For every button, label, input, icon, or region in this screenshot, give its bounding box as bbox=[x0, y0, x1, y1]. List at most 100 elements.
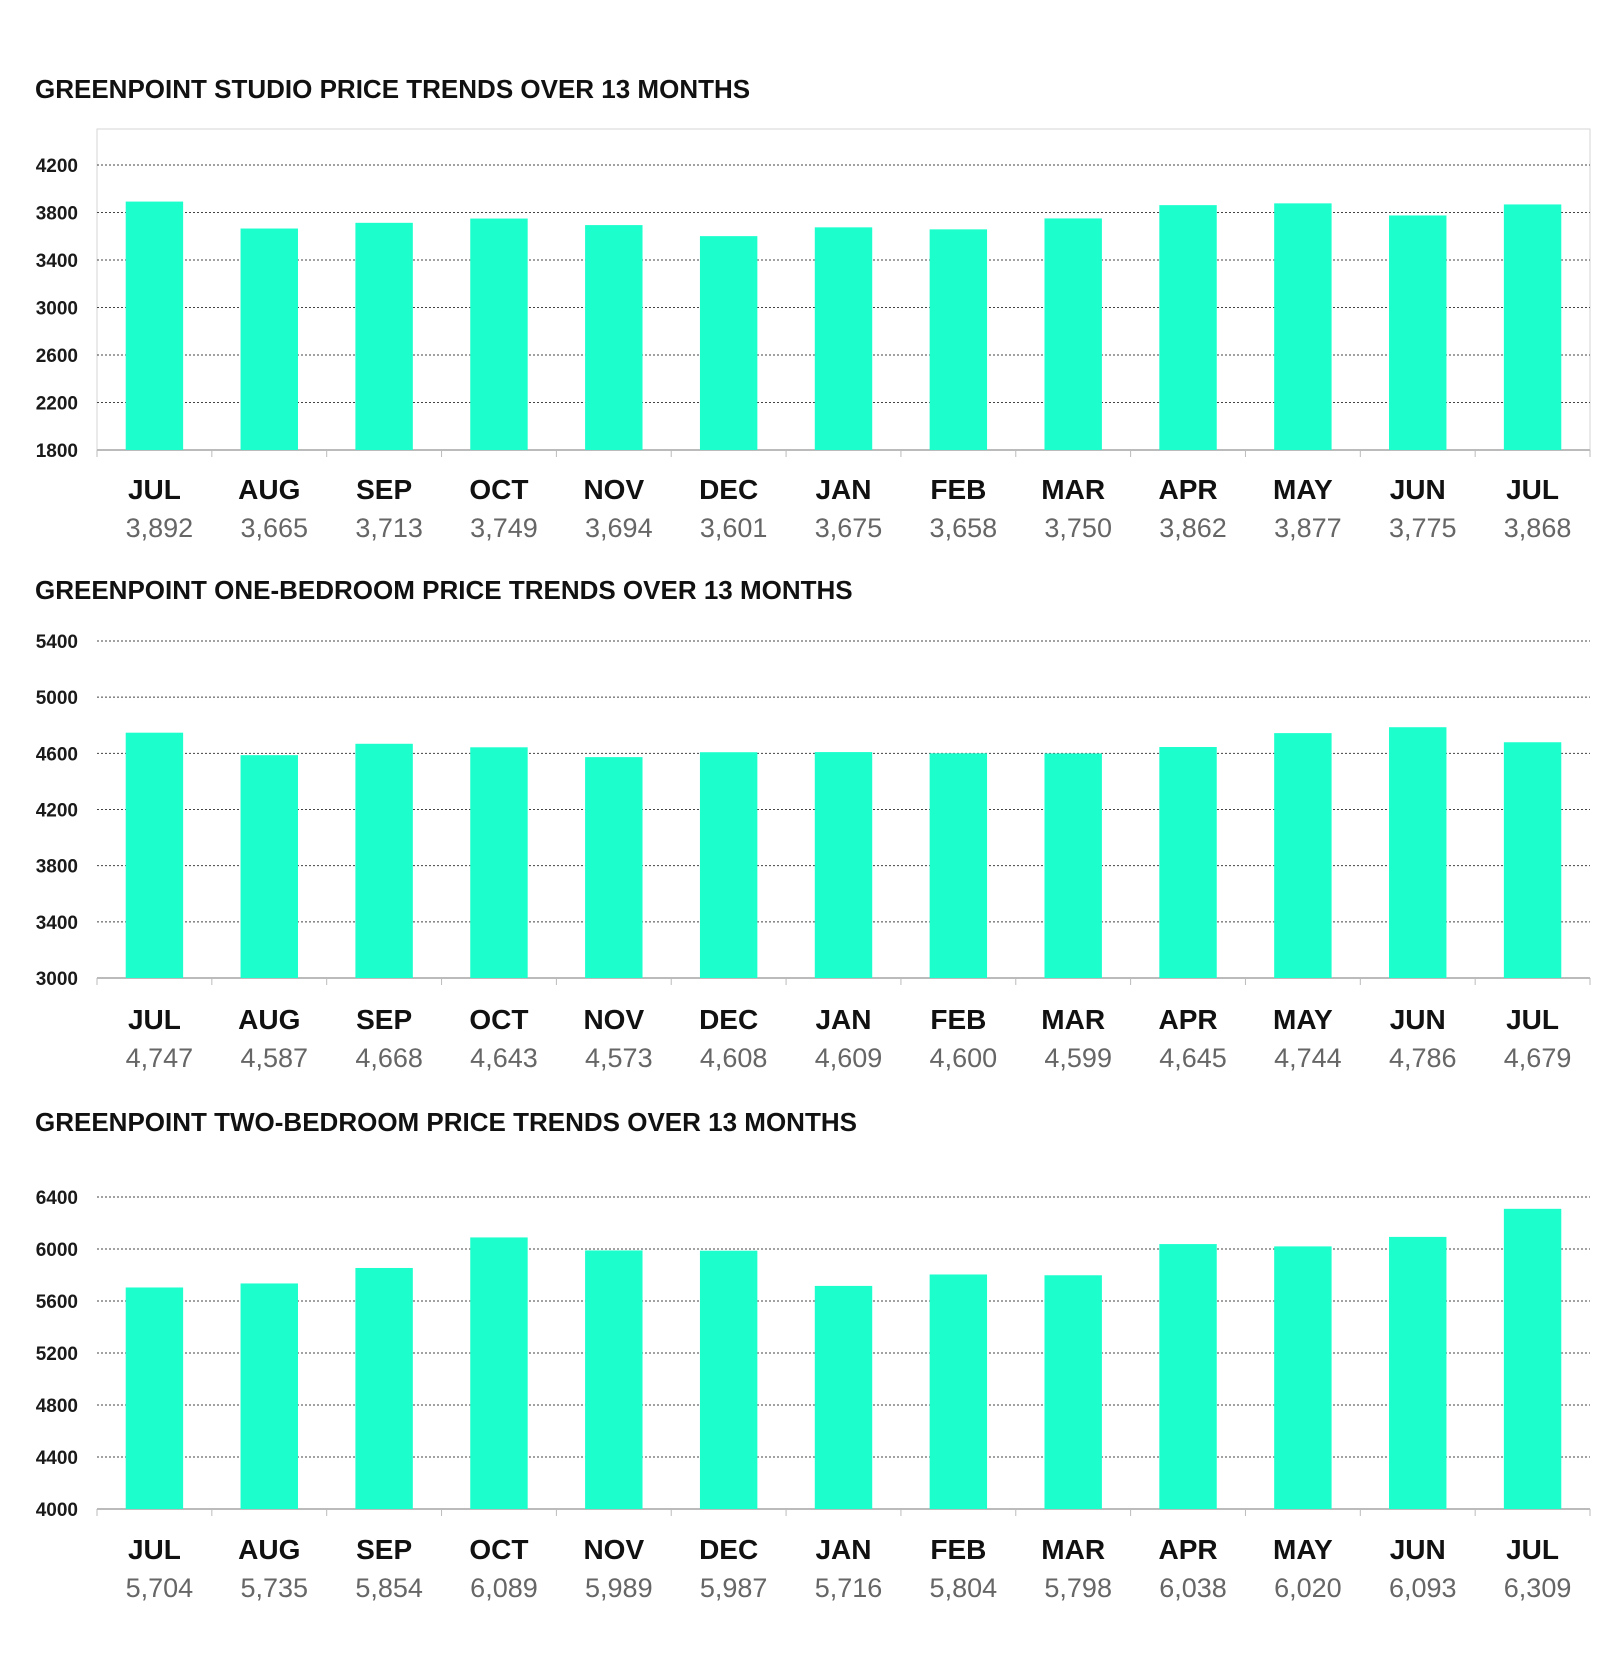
value-label: 5,798 bbox=[1044, 1573, 1112, 1603]
category-label: MAR bbox=[1041, 1534, 1105, 1565]
bar bbox=[1389, 1236, 1447, 1509]
category-label: MAY bbox=[1273, 1004, 1333, 1035]
value-label: 6,038 bbox=[1159, 1573, 1227, 1603]
y-tick-label: 3800 bbox=[36, 204, 78, 225]
bar bbox=[929, 229, 988, 450]
value-label: 3,775 bbox=[1389, 513, 1457, 543]
value-label: 6,309 bbox=[1504, 1573, 1572, 1603]
category-label: MAR bbox=[1041, 1004, 1105, 1035]
bar bbox=[1274, 1246, 1332, 1509]
bar bbox=[929, 1274, 988, 1509]
category-label: JUN bbox=[1390, 1004, 1446, 1035]
category-label: JUL bbox=[1506, 1004, 1559, 1035]
category-label: MAY bbox=[1273, 1534, 1333, 1565]
y-tick-label: 6000 bbox=[36, 1240, 78, 1261]
y-tick-label: 4400 bbox=[36, 1448, 78, 1469]
category-label: APR bbox=[1158, 1534, 1217, 1565]
bar bbox=[355, 222, 413, 450]
value-label: 3,868 bbox=[1504, 513, 1572, 543]
chart-title: GREENPOINT ONE-BEDROOM PRICE TRENDS OVER… bbox=[35, 575, 853, 605]
bar bbox=[1389, 215, 1447, 450]
y-tick-label: 3800 bbox=[36, 857, 78, 878]
value-label: 3,658 bbox=[930, 513, 998, 543]
y-tick-label: 5000 bbox=[36, 688, 78, 709]
bar bbox=[1389, 727, 1447, 978]
bar bbox=[1503, 204, 1562, 450]
y-tick-label: 3000 bbox=[36, 299, 78, 320]
bar bbox=[240, 228, 298, 450]
value-label: 4,747 bbox=[126, 1043, 194, 1073]
category-label: NOV bbox=[583, 474, 644, 505]
category-label: SEP bbox=[356, 1534, 412, 1565]
y-tick-label: 5200 bbox=[36, 1344, 78, 1365]
bar bbox=[1044, 218, 1102, 450]
category-label: OCT bbox=[469, 474, 528, 505]
value-label: 6,089 bbox=[470, 1573, 538, 1603]
category-label: JUL bbox=[128, 474, 181, 505]
bar bbox=[929, 753, 988, 978]
y-tick-label: 3400 bbox=[36, 913, 78, 934]
bar bbox=[1159, 747, 1217, 978]
bar bbox=[355, 1267, 413, 1509]
bar bbox=[1503, 742, 1562, 978]
y-tick-label: 4200 bbox=[36, 156, 78, 177]
value-label: 6,020 bbox=[1274, 1573, 1342, 1603]
category-label: AUG bbox=[238, 474, 300, 505]
category-label: JAN bbox=[815, 474, 871, 505]
category-label: JUL bbox=[1506, 1534, 1559, 1565]
category-label: FEB bbox=[930, 1004, 986, 1035]
value-label: 3,601 bbox=[700, 513, 768, 543]
category-label: DEC bbox=[699, 1004, 758, 1035]
category-label: MAR bbox=[1041, 474, 1105, 505]
category-label: NOV bbox=[583, 1004, 644, 1035]
value-label: 5,989 bbox=[585, 1573, 653, 1603]
bar bbox=[585, 757, 643, 978]
value-label: 4,643 bbox=[470, 1043, 538, 1073]
bar bbox=[1274, 733, 1332, 978]
value-label: 3,713 bbox=[355, 513, 423, 543]
category-label: DEC bbox=[699, 1534, 758, 1565]
category-label: OCT bbox=[469, 1004, 528, 1035]
bar bbox=[1159, 1244, 1217, 1509]
value-label: 3,862 bbox=[1159, 513, 1227, 543]
bar bbox=[1044, 753, 1102, 978]
bar bbox=[585, 225, 643, 450]
bar bbox=[814, 752, 873, 978]
category-label: SEP bbox=[356, 474, 412, 505]
value-label: 5,987 bbox=[700, 1573, 768, 1603]
y-tick-label: 4000 bbox=[36, 1500, 78, 1521]
value-label: 5,854 bbox=[355, 1573, 423, 1603]
y-tick-label: 5400 bbox=[36, 632, 78, 653]
bar bbox=[1503, 1208, 1562, 1509]
y-tick-label: 5600 bbox=[36, 1292, 78, 1313]
value-label: 4,599 bbox=[1044, 1043, 1112, 1073]
studio-bar-chart: 1800 2200 2600 3000 3400 3800 4200 JUL 3,892 AUG 3… bbox=[36, 128, 1591, 543]
category-label: JUN bbox=[1390, 1534, 1446, 1565]
bar bbox=[1159, 205, 1217, 450]
bar bbox=[125, 732, 184, 978]
category-label: JUL bbox=[1506, 474, 1559, 505]
value-label: 3,877 bbox=[1274, 513, 1342, 543]
bar bbox=[125, 1287, 184, 1509]
category-label: DEC bbox=[699, 474, 758, 505]
value-label: 3,892 bbox=[126, 513, 194, 543]
value-label: 4,573 bbox=[585, 1043, 653, 1073]
bar bbox=[585, 1250, 643, 1509]
category-label: AUG bbox=[238, 1004, 300, 1035]
value-label: 4,786 bbox=[1389, 1043, 1457, 1073]
category-label: FEB bbox=[930, 1534, 986, 1565]
bar bbox=[240, 1283, 298, 1509]
bar bbox=[699, 236, 758, 450]
bar bbox=[240, 755, 298, 978]
category-label: JAN bbox=[815, 1004, 871, 1035]
y-tick-label: 2600 bbox=[36, 346, 78, 367]
bar bbox=[470, 747, 528, 978]
y-tick-label: 3400 bbox=[36, 251, 78, 272]
category-label: SEP bbox=[356, 1004, 412, 1035]
value-label: 6,093 bbox=[1389, 1573, 1457, 1603]
category-label: NOV bbox=[583, 1534, 644, 1565]
y-tick-label: 6400 bbox=[36, 1188, 78, 1209]
category-label: OCT bbox=[469, 1534, 528, 1565]
y-tick-label: 4600 bbox=[36, 744, 78, 765]
